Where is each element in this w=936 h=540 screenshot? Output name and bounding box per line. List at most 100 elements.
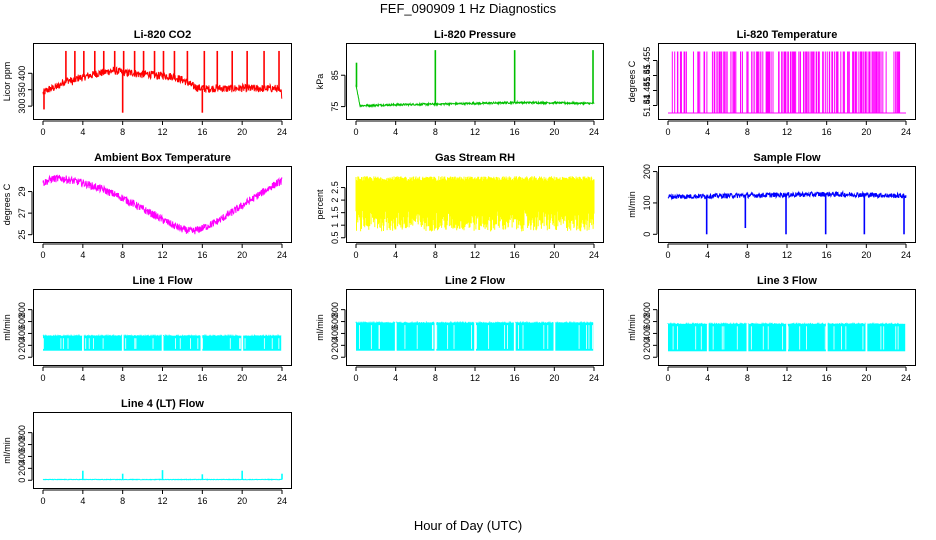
y-tick-label: 100 (642, 195, 652, 210)
series-line (42, 66, 283, 99)
x-tick-label: 24 (277, 373, 287, 383)
x-tick-label: 24 (589, 373, 599, 383)
state-bar (848, 51, 850, 113)
state-bar (767, 51, 770, 113)
y-axis-label: kPa (315, 74, 325, 90)
panel-title: Line 3 Flow (757, 275, 817, 287)
x-tick-label: 16 (197, 373, 207, 383)
state-bar (822, 51, 824, 113)
x-tick-label: 4 (80, 373, 85, 383)
flow-noise (787, 322, 826, 325)
plot-frame (33, 412, 292, 489)
x-tick-label: 0 (353, 250, 358, 260)
x-tick-label: 8 (433, 127, 438, 137)
series (668, 51, 906, 114)
y-tick-label: 51.45 (642, 64, 652, 87)
x-tick-label: 4 (393, 373, 398, 383)
y-tick-label: 29 (17, 187, 27, 197)
state-bar (834, 51, 836, 113)
state-bar (791, 51, 793, 113)
x-tick-label: 4 (705, 373, 710, 383)
flow-noise (554, 321, 594, 324)
x-tick-label: 12 (157, 496, 167, 506)
y-axis: 0.5 1 1.5 2 2.5 (330, 181, 346, 244)
y-tick-label: 200 (642, 338, 652, 353)
state-bar (723, 51, 725, 113)
flow-block (43, 335, 83, 351)
state-bar (874, 51, 876, 113)
y-tick-label: 600 (330, 314, 340, 329)
x-tick-label: 4 (705, 127, 710, 137)
x-tick-label: 24 (589, 250, 599, 260)
state-bar (789, 51, 792, 113)
state-bar (793, 51, 795, 113)
state-bar (852, 51, 854, 113)
page-title: FEF_090909 1 Hz Diagnostics (379, 1, 557, 16)
x-tick-label: 20 (861, 127, 871, 137)
x-tick-label: 0 (40, 250, 45, 260)
state-bar (746, 51, 748, 113)
series (355, 176, 595, 232)
series (42, 470, 283, 481)
y-tick-label: 200 (642, 164, 652, 179)
y-tick-label: 600 (17, 437, 27, 452)
flow-block (123, 335, 162, 351)
x-tick-label: 12 (782, 373, 792, 383)
x-tick-label: 12 (470, 373, 480, 383)
x-tick-label: 20 (549, 127, 559, 137)
state-bar (835, 51, 837, 113)
x-tick-label: 16 (197, 127, 207, 137)
state-bar (859, 51, 861, 113)
state-bar (824, 51, 826, 113)
state-bar (697, 51, 699, 113)
state-bar (676, 51, 679, 113)
x-tick-label: 8 (120, 373, 125, 383)
y-tick-label: 27 (17, 208, 27, 218)
state-bar (741, 51, 743, 113)
flow-noise (163, 334, 201, 337)
panel-8: Line 2 Flow ml/min 0 4 8 12 16 20 24 0 20040060080… (315, 275, 604, 383)
y-tick-label: 400 (642, 326, 652, 341)
y-tick-label: 600 (642, 314, 652, 329)
y-tick-label: 85 (330, 70, 340, 80)
panel-5: Gas Stream RH percent 0 4 8 12 16 20 24 0.5 1 1.5 2 2… (315, 152, 604, 260)
state-bar (799, 51, 801, 113)
panel-title: Ambient Box Temperature (94, 152, 231, 164)
x-tick-label: 8 (745, 373, 750, 383)
y-tick-label: 0 (17, 355, 27, 360)
x-axis: 0 4 8 12 16 20 24 (353, 243, 599, 260)
state-bar (831, 51, 833, 113)
series (42, 334, 282, 351)
plot-frame (33, 43, 292, 120)
x-tick-label: 12 (470, 127, 480, 137)
y-tick-label: 0 (642, 355, 652, 360)
x-tick-label: 4 (705, 250, 710, 260)
y-axis-label: ml/min (2, 314, 12, 341)
flow-block (708, 323, 747, 352)
state-bar (747, 51, 749, 113)
state-bar (740, 51, 742, 113)
state-bar (816, 51, 818, 113)
flow-block (867, 323, 906, 352)
x-tick-label: 12 (157, 127, 167, 137)
series (667, 190, 907, 235)
x-tick-label: 0 (353, 127, 358, 137)
plot-frame (346, 166, 604, 243)
x-tick-label: 0 (40, 373, 45, 383)
state-bar (856, 51, 858, 113)
panel-title: Line 2 Flow (445, 275, 505, 287)
x-tick-label: 0 (353, 373, 358, 383)
x-tick-label: 16 (510, 373, 520, 383)
x-tick-label: 4 (80, 250, 85, 260)
state-bar (812, 51, 814, 113)
y-tick-label: 1.5 (330, 206, 340, 219)
flow-block (827, 323, 866, 352)
state-bar (683, 51, 685, 113)
panel-title: Li-820 CO2 (134, 29, 191, 41)
y-tick-label: 1 (330, 223, 340, 228)
panel-title: Line 1 Flow (133, 275, 193, 287)
